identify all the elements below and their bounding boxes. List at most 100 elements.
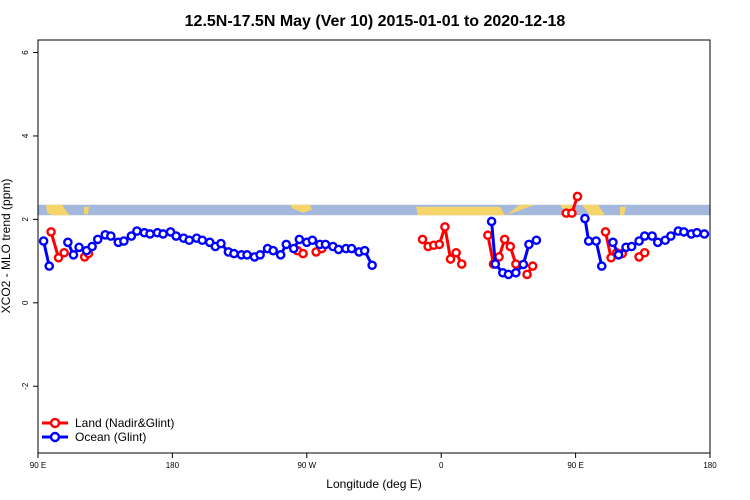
data-point-ocean [145,229,155,239]
x-tick-label: 90 E [30,461,46,470]
x-tick-label: 0 [439,461,444,470]
data-point-ocean [268,245,279,256]
data-point-land [46,227,56,237]
data-point-ocean [197,235,208,246]
chart-title: 12.5N-17.5N May (Ver 10) 2015-01-01 to 2… [185,13,566,30]
data-point-ocean [692,227,702,238]
data-point-land [567,208,577,218]
data-point-ocean [281,239,292,250]
y-tick-label: 2 [21,217,30,222]
data-point-ocean [511,267,521,278]
data-point-land [606,252,616,263]
data-point-land [522,269,532,280]
data-point-ocean [275,250,286,260]
data-point-ocean [679,227,689,237]
x-axis: 90 E 180 90 W 0 90 E 180 [30,453,717,470]
data-point-land [451,247,461,258]
data-point-ocean [106,231,116,241]
series-ocean [38,213,710,280]
x-axis-label: Longitude (deg E) [326,477,421,491]
data-point-ocean [626,241,637,252]
data-point-ocean [288,243,299,254]
x-tick-label: 90 W [297,461,316,470]
data-point-ocean [74,242,84,253]
data-point-ocean [44,261,55,271]
legend: Land (Nadir&Glint)Ocean (Glint) [42,416,174,444]
data-point-land [639,247,650,258]
data-point-land [456,259,467,269]
data-point-land [417,234,428,245]
data-point-ocean [320,239,331,250]
data-point-ocean [229,248,239,259]
data-point-ocean [591,236,601,246]
x-tick-label: 180 [166,461,180,470]
series-layer [38,191,710,280]
data-point-ocean [634,236,644,246]
data-point-ocean [652,237,663,248]
land-shape [506,204,535,216]
land-shape [290,204,312,213]
data-point-ocean [346,243,357,254]
data-point-ocean [699,229,710,239]
data-point-land [483,230,493,241]
legend-marker-land [49,417,61,429]
data-point-ocean [608,237,618,248]
data-point-ocean [242,250,252,260]
data-point-ocean [613,250,624,260]
data-point-land [572,191,583,202]
data-point-ocean [503,269,514,280]
data-point-ocean [63,237,73,248]
data-point-ocean [255,250,265,260]
data-point-ocean [132,226,142,236]
data-point-ocean [596,261,607,271]
data-point-ocean [92,234,103,245]
legend-label-land: Land (Nadir&Glint) [75,416,174,430]
data-point-ocean [333,244,344,255]
plot-frame [37,39,711,454]
data-point-ocean [307,235,318,246]
land-shape [46,204,70,216]
data-point-ocean [184,235,194,246]
x-tick-label: 180 [703,461,717,470]
data-point-land [434,239,445,250]
data-point-ocean [583,236,594,246]
data-point-ocean [294,234,305,245]
y-tick-label: -2 [21,382,30,390]
data-point-land [298,248,308,259]
data-point-land [440,222,450,232]
ocean-band [38,204,710,216]
land-ocean-band [38,204,710,216]
data-point-ocean [367,260,377,271]
data-point-ocean [171,231,181,241]
land-shape [416,206,505,216]
data-point-ocean [87,241,97,252]
legend-marker-ocean [49,431,61,443]
data-point-ocean [518,259,529,270]
data-point-ocean [359,245,370,256]
data-point-ocean [216,238,226,249]
y-tick-label: 4 [21,133,30,138]
data-point-ocean [639,231,650,241]
y-tick-label: 6 [21,50,30,55]
data-point-land [511,259,521,269]
land-shape [582,204,605,216]
data-point-ocean [666,231,676,241]
data-point-ocean [490,259,501,269]
data-point-land [445,254,456,264]
data-point-ocean [126,231,137,241]
data-point-land [600,227,611,237]
data-point-land [499,234,510,245]
data-point-ocean [580,213,590,224]
x-tick-label: 90 E [567,461,583,470]
data-point-ocean [68,250,79,260]
y-axis-label: XCO2 - MLO trend (ppm) [0,179,13,314]
land-shape [84,206,89,215]
data-point-land [505,241,516,252]
land-shape [620,206,626,216]
data-point-land [53,252,64,263]
y-tick-label: 0 [21,300,30,305]
data-point-ocean [119,236,129,246]
data-point-ocean [524,239,534,250]
